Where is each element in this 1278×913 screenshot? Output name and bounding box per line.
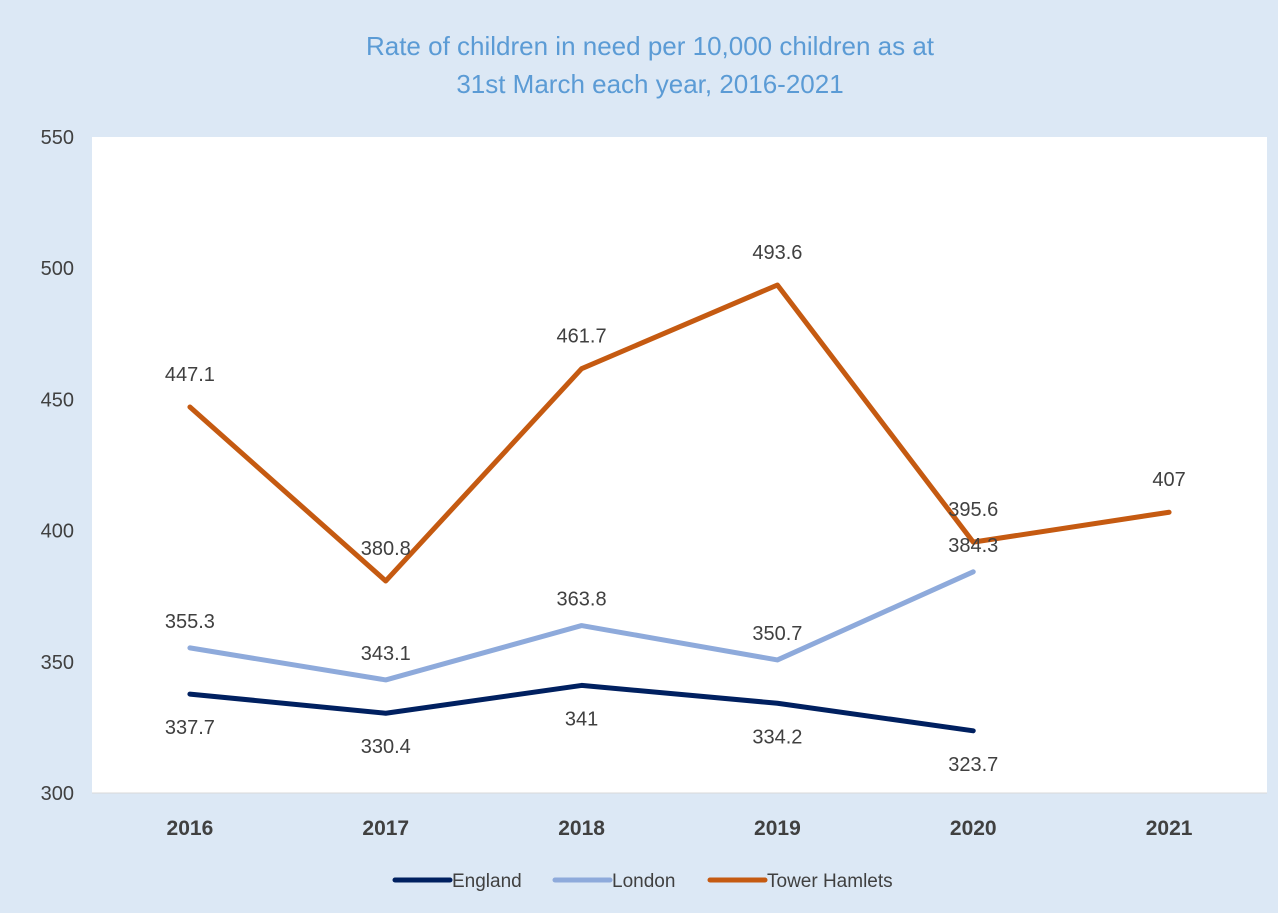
data-label-tower-hamlets: 395.6: [948, 499, 998, 521]
x-tick-label: 2016: [167, 817, 214, 840]
data-label-london: 355.3: [165, 611, 215, 633]
x-tick-label: 2021: [1146, 817, 1193, 840]
data-label-london: 343.1: [361, 643, 411, 665]
y-tick-label: 400: [41, 521, 74, 543]
series-line-tower-hamlets: [187, 282, 1172, 584]
y-axis: 300 350 400 450 500 550: [41, 127, 74, 805]
data-label-england: 334.2: [752, 726, 802, 748]
chart-title-line-1: Rate of children in need per 10,000 chil…: [366, 31, 935, 61]
data-label-england: 341: [565, 708, 598, 730]
legend-label-london: London: [612, 871, 675, 892]
y-tick-label: 350: [41, 652, 74, 674]
x-axis: 2016 2017 2018 2019 2020 2021: [92, 792, 1267, 840]
y-tick-label: 450: [41, 389, 74, 411]
data-label-london: 350.7: [752, 623, 802, 645]
legend: England London Tower Hamlets: [392, 871, 893, 892]
x-tick-label: 2017: [362, 817, 409, 840]
x-tick-label: 2019: [754, 817, 801, 840]
legend-label-tower-hamlets: Tower Hamlets: [767, 871, 893, 892]
data-label-tower-hamlets: 461.7: [557, 326, 607, 348]
series-lines: [187, 282, 1172, 734]
y-tick-label: 550: [41, 127, 74, 149]
data-label-england: 337.7: [165, 717, 215, 739]
data-labels: 337.7 330.4 341 334.2 323.7 355.3 343.1 363.8 35…: [165, 242, 1186, 776]
data-label-tower-hamlets: 447.1: [165, 364, 215, 386]
x-tick-label: 2018: [558, 817, 605, 840]
y-tick-label: 300: [41, 783, 74, 805]
data-label-england: 323.7: [948, 754, 998, 776]
data-label-tower-hamlets: 380.8: [361, 538, 411, 560]
x-tick-label: 2020: [950, 817, 997, 840]
data-label-london: 363.8: [557, 589, 607, 611]
data-label-tower-hamlets: 493.6: [752, 242, 802, 264]
plot-area: [92, 137, 1267, 793]
legend-label-england: England: [452, 871, 522, 892]
data-label-london: 384.3: [948, 535, 998, 557]
data-label-england: 330.4: [361, 736, 411, 758]
data-label-tower-hamlets: 407: [1152, 469, 1185, 491]
y-tick-label: 500: [41, 258, 74, 280]
chart-title-line-2: 31st March each year, 2016-2021: [456, 69, 843, 99]
